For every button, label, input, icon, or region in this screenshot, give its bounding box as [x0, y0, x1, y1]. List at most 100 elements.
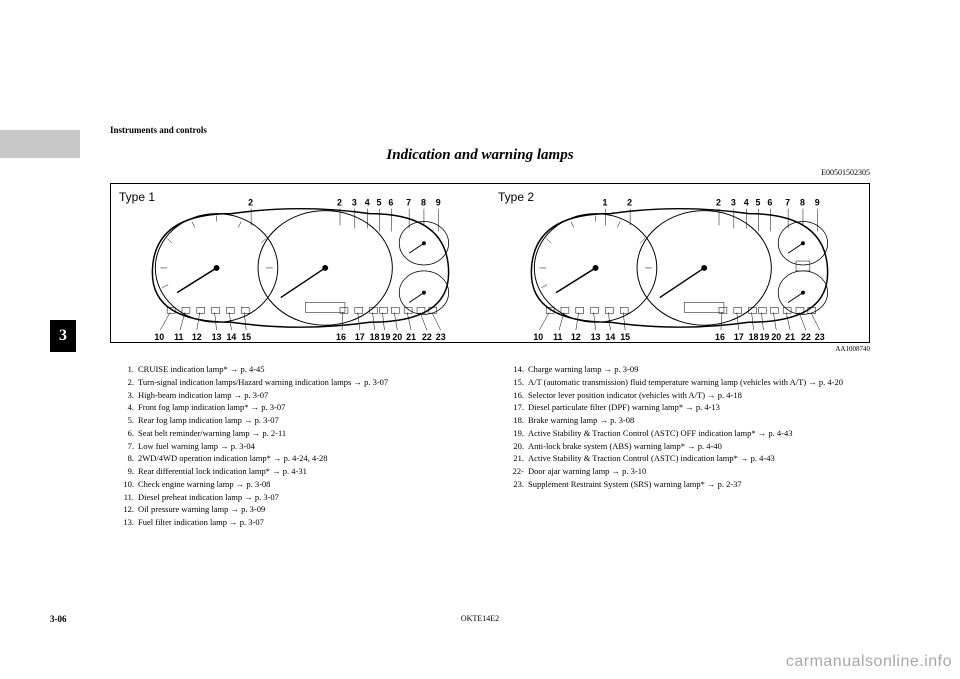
svg-text:20: 20 [392, 332, 402, 342]
svg-text:5: 5 [377, 198, 382, 208]
list-item-text: High-beam indication lamp → p. 3-07 [138, 389, 480, 402]
svg-text:4: 4 [365, 198, 370, 208]
list-item: 7.Low fuel warning lamp → p. 3-04 [120, 440, 480, 453]
list-item: 12.Oil pressure warning lamp → p. 3-09 [120, 503, 480, 516]
svg-text:2: 2 [716, 198, 721, 208]
svg-text:15: 15 [241, 332, 251, 342]
page-title: Indication and warning lamps [50, 147, 910, 164]
list-item-number: 18. [510, 414, 528, 427]
watermark: carmanualsonline.info [786, 653, 952, 671]
list-item-text: Supplement Restraint System (SRS) warnin… [528, 478, 870, 491]
list-item-number: 12. [120, 503, 138, 516]
list-item-number: 19. [510, 427, 528, 440]
list-item-number: 9. [120, 465, 138, 478]
list-item-number: 17. [510, 401, 528, 414]
list-item: 3.High-beam indication lamp → p. 3-07 [120, 389, 480, 402]
list-item-text: Door ajar warning lamp → p. 3-10 [528, 465, 870, 478]
svg-text:13: 13 [212, 332, 222, 342]
svg-text:7: 7 [785, 198, 790, 208]
svg-text:19: 19 [380, 332, 390, 342]
list-item: 14.Charge warning lamp → p. 3-09 [510, 363, 870, 376]
reference-columns: 1.CRUISE indication lamp* → p. 4-452.Tur… [120, 363, 870, 529]
svg-text:2: 2 [248, 198, 253, 208]
list-item: 16.Selector lever position indicator (ve… [510, 389, 870, 402]
svg-text:14: 14 [605, 332, 615, 342]
svg-text:15: 15 [620, 332, 630, 342]
doc-code: E00501502305 [50, 168, 870, 177]
svg-text:17: 17 [734, 332, 744, 342]
svg-text:13: 13 [591, 332, 601, 342]
list-item-text: Rear differential lock indication lamp* … [138, 465, 480, 478]
list-item: 18.Brake warning lamp → p. 3-08 [510, 414, 870, 427]
diagram-type1: Type 1 [111, 184, 490, 342]
list-item-number: 14. [510, 363, 528, 376]
page-number: 3-06 [50, 614, 67, 624]
list-item: 4.Front fog lamp indication lamp* → p. 3… [120, 401, 480, 414]
list-item-text: Check engine warning lamp → p. 3-08 [138, 478, 480, 491]
list-item-text: Active Stability & Traction Control (AST… [528, 427, 870, 440]
svg-text:22: 22 [422, 332, 432, 342]
list-item: 6.Seat belt reminder/warning lamp → p. 2… [120, 427, 480, 440]
list-item-text: Rear fog lamp indication lamp → p. 3-07 [138, 414, 480, 427]
svg-text:6: 6 [388, 198, 393, 208]
list-item-text: Front fog lamp indication lamp* → p. 3-0… [138, 401, 480, 414]
svg-text:16: 16 [715, 332, 725, 342]
chapter-tab: 3 [50, 320, 76, 352]
grey-bar [0, 130, 80, 158]
list-item: 17.Diesel particulate filter (DPF) warni… [510, 401, 870, 414]
list-item-number: 11. [120, 491, 138, 504]
list-item-text: Low fuel warning lamp → p. 3-04 [138, 440, 480, 453]
list-item-text: Brake warning lamp → p. 3-08 [528, 414, 870, 427]
svg-text:12: 12 [192, 332, 202, 342]
gauge-cluster-1: 2 2 3 4 5 6 7 8 9 10 11 12 13 14 [111, 184, 490, 342]
svg-text:18: 18 [370, 332, 380, 342]
list-item: 11.Diesel preheat indication lamp → p. 3… [120, 491, 480, 504]
type2-label: Type 2 [498, 190, 534, 204]
svg-text:4: 4 [744, 198, 749, 208]
image-code: AA1008740 [50, 345, 870, 353]
list-item-text: Turn-signal indication lamps/Hazard warn… [138, 376, 480, 389]
list-item-text: Diesel preheat indication lamp → p. 3-07 [138, 491, 480, 504]
svg-text:12: 12 [571, 332, 581, 342]
svg-text:21: 21 [785, 332, 795, 342]
list-item: 1.CRUISE indication lamp* → p. 4-45 [120, 363, 480, 376]
list-item: 9.Rear differential lock indication lamp… [120, 465, 480, 478]
list-item-text: Charge warning lamp → p. 3-09 [528, 363, 870, 376]
list-item-number: 22- [510, 465, 528, 478]
list-item: 8.2WD/4WD operation indication lamp* → p… [120, 452, 480, 465]
svg-text:8: 8 [800, 198, 805, 208]
list-item: 2.Turn-signal indication lamps/Hazard wa… [120, 376, 480, 389]
svg-text:17: 17 [355, 332, 365, 342]
svg-text:19: 19 [759, 332, 769, 342]
list-item: 22-Door ajar warning lamp → p. 3-10 [510, 465, 870, 478]
list-item-number: 15. [510, 376, 528, 389]
svg-text:20: 20 [771, 332, 781, 342]
svg-text:2: 2 [627, 198, 632, 208]
gauge-cluster-2: 1 2 2 3 4 5 6 7 8 9 10 11 12 13 14 [490, 184, 869, 342]
column-left: 1.CRUISE indication lamp* → p. 4-452.Tur… [120, 363, 500, 529]
svg-text:7: 7 [406, 198, 411, 208]
svg-text:5: 5 [756, 198, 761, 208]
list-item-number: 2. [120, 376, 138, 389]
svg-text:8: 8 [421, 198, 426, 208]
svg-text:2: 2 [337, 198, 342, 208]
list-item-number: 10. [120, 478, 138, 491]
svg-text:6: 6 [767, 198, 772, 208]
list-item-text: Active Stability & Traction Control (AST… [528, 452, 870, 465]
svg-text:23: 23 [436, 332, 446, 342]
list-item-text: Oil pressure warning lamp → p. 3-09 [138, 503, 480, 516]
svg-text:3: 3 [731, 198, 736, 208]
list-item-number: 7. [120, 440, 138, 453]
svg-text:22: 22 [801, 332, 811, 342]
svg-text:9: 9 [436, 198, 441, 208]
list-item-number: 21. [510, 452, 528, 465]
list-item: 21.Active Stability & Traction Control (… [510, 452, 870, 465]
list-item-text: Selector lever position indicator (vehic… [528, 389, 870, 402]
list-item: 15.A/T (automatic transmission) fluid te… [510, 376, 870, 389]
svg-text:3: 3 [352, 198, 357, 208]
svg-text:23: 23 [815, 332, 825, 342]
svg-text:21: 21 [406, 332, 416, 342]
list-item: 5.Rear fog lamp indication lamp → p. 3-0… [120, 414, 480, 427]
list-item-text: 2WD/4WD operation indication lamp* → p. … [138, 452, 480, 465]
list-item-number: 23. [510, 478, 528, 491]
